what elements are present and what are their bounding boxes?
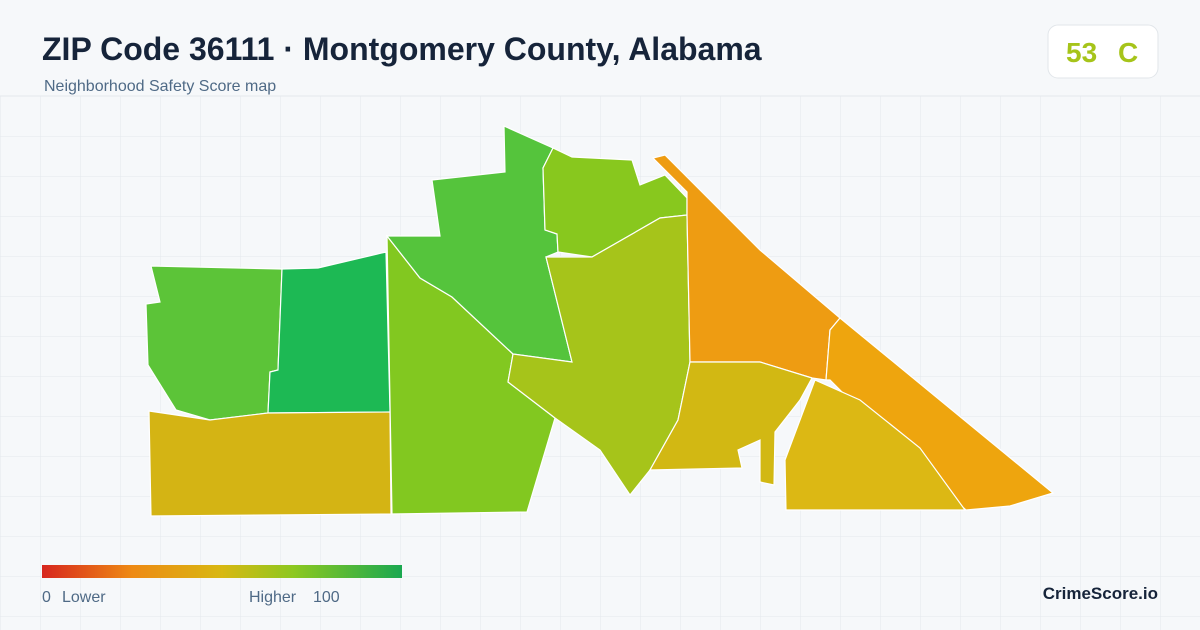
title: ZIP Code 36111 · Montgomery County, Alab… bbox=[42, 31, 762, 67]
score-box bbox=[1047, 24, 1159, 79]
legend-bar bbox=[42, 565, 402, 578]
map bbox=[145, 125, 1055, 517]
score-value: 53 bbox=[1066, 37, 1097, 68]
brand: CrimeScore.io bbox=[1043, 584, 1158, 603]
subtitle: Neighborhood Safety Score map bbox=[44, 78, 276, 95]
legend-max-label: Higher bbox=[249, 589, 297, 606]
score-grade: C bbox=[1118, 37, 1138, 68]
area bbox=[784, 379, 967, 511]
legend-min-label: Lower bbox=[62, 589, 106, 606]
area bbox=[385, 125, 573, 363]
legend-min: 0 bbox=[42, 589, 51, 606]
area bbox=[651, 154, 841, 381]
area bbox=[507, 214, 691, 497]
area bbox=[648, 361, 813, 486]
legend-max: 100 bbox=[313, 589, 340, 606]
area bbox=[148, 410, 392, 517]
area bbox=[267, 251, 391, 414]
